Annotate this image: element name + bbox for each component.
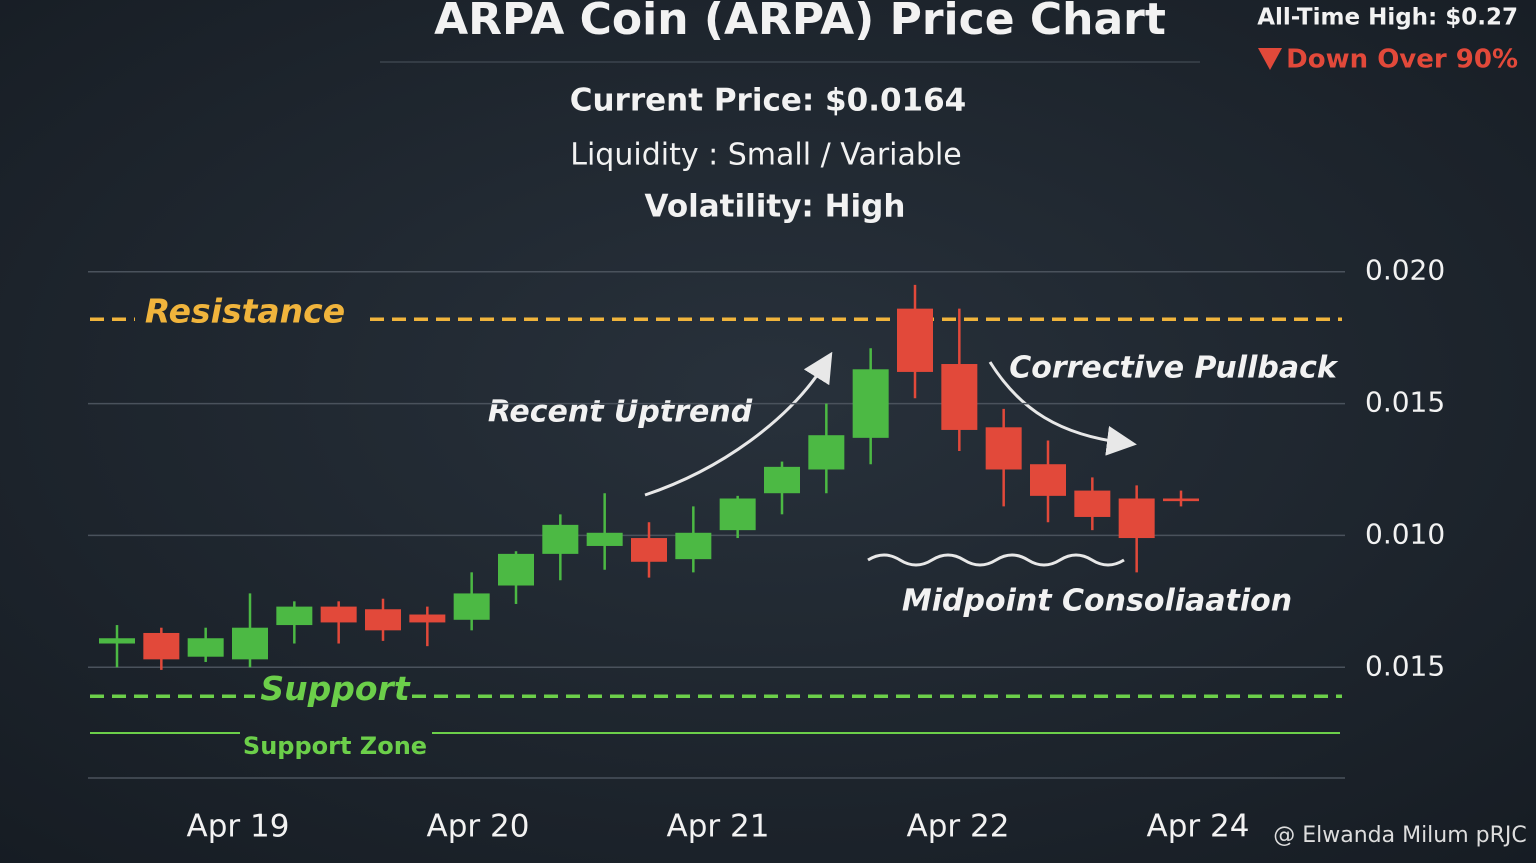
subtitle: Liquidity : Small / Variable: [570, 138, 961, 173]
resistance-label: Resistance: [145, 292, 345, 331]
candle-body: [631, 538, 667, 562]
candle-body: [941, 364, 978, 430]
y-tick-label: 0.010: [1365, 517, 1445, 550]
candle-body: [1030, 464, 1066, 496]
y-tick-label: 0.020: [1365, 254, 1445, 287]
candle-body: [1163, 498, 1199, 502]
candle-body: [453, 593, 490, 620]
x-tick-label: Apr 24: [1147, 809, 1250, 845]
candle-body: [1118, 498, 1155, 539]
candle-body: [99, 638, 135, 644]
candle-body: [232, 627, 268, 660]
candle-body: [187, 638, 224, 657]
candle-body: [808, 435, 845, 470]
x-tick-label: Apr 20: [427, 809, 530, 845]
support-label: Support: [260, 669, 410, 708]
candle-body: [719, 498, 756, 531]
annotation: Corrective Pullback: [1009, 351, 1339, 386]
down-triangle: [1258, 48, 1282, 70]
watermark: @ Elwanda Milum pRJC: [1273, 823, 1527, 848]
candle-body: [143, 632, 180, 660]
candle-body: [586, 532, 623, 546]
wave: [867, 553, 1125, 567]
candle-body: [852, 369, 889, 438]
candle-body: [498, 553, 534, 586]
candle-body: [365, 609, 401, 631]
all-time-high: All-Time High: $0.27: [1257, 5, 1518, 31]
annotation: Midpoint Consoliaation: [902, 584, 1292, 619]
y-tick-label: 0.015: [1365, 649, 1445, 682]
arrow: [644, 351, 833, 497]
x-tick-label: Apr 19: [187, 809, 290, 845]
candle-body: [1074, 490, 1111, 517]
candle-body: [409, 614, 446, 623]
candle-body: [985, 427, 1022, 470]
annotation: Recent Uptrend: [488, 395, 753, 430]
x-tick-label: Apr 21: [667, 809, 770, 845]
support-zone-label: Support Zone: [243, 732, 427, 760]
subtitle: Volatility: High: [645, 189, 906, 225]
x-tick-label: Apr 22: [907, 809, 1010, 845]
subtitle: Current Price: $0.0164: [570, 83, 967, 119]
arrow: [988, 361, 1137, 456]
change: Down Over 90%: [1286, 45, 1518, 75]
candle-body: [675, 532, 712, 560]
candle-body: [897, 308, 933, 372]
y-tick-label: 0.015: [1365, 386, 1445, 419]
candle-body: [764, 466, 800, 494]
candle-body: [276, 606, 313, 626]
candle-body: [320, 606, 357, 623]
chart-title: ARPA Coin (ARPA) Price Chart: [434, 0, 1166, 45]
candle-body: [542, 524, 579, 554]
